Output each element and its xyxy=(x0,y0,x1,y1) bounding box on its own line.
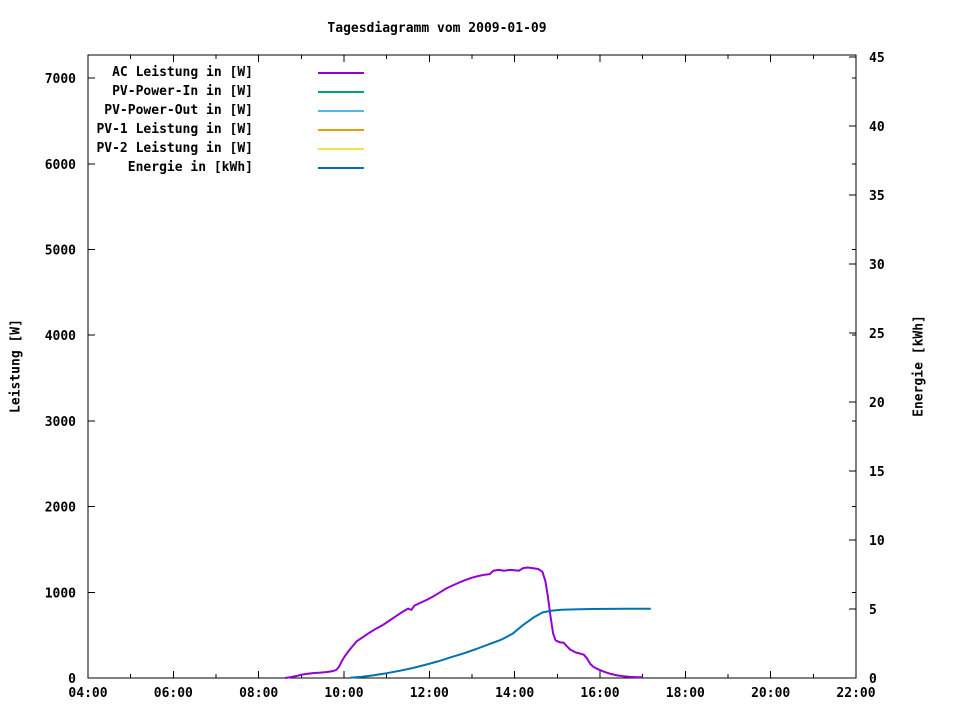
legend-line-sample xyxy=(318,128,364,131)
legend-label: PV-Power-In in [W] xyxy=(112,84,253,99)
legend: AC Leistung in [W] PV-Power-In in [W] PV… xyxy=(95,63,364,177)
y-axis-right-tick-label: 15 xyxy=(869,465,885,480)
legend-line-sample xyxy=(318,109,364,112)
x-axis-tick-label: 12:00 xyxy=(410,686,449,701)
y-axis-left-tick-label: 7000 xyxy=(45,72,76,87)
chart-title: Tagesdiagramm vom 2009-01-09 xyxy=(327,21,547,36)
legend-row-pv-power-in: PV-Power-In in [W] xyxy=(95,82,364,101)
y-axis-right-tick-label: 30 xyxy=(869,258,885,273)
y-axis-left-tick-label: 5000 xyxy=(45,244,76,259)
y-axis-right-tick-label: 20 xyxy=(869,396,885,411)
y-axis-right-tick-label: 45 xyxy=(869,51,885,66)
y-axis-right-tick-label: 35 xyxy=(869,189,885,204)
y-axis-right-tick-label: 25 xyxy=(869,327,885,342)
legend-line-sample xyxy=(318,147,364,150)
series-line-energie-in-kwh xyxy=(349,607,651,679)
y-axis-right-tick-label: 40 xyxy=(869,120,885,135)
legend-label: Energie in [kWh] xyxy=(127,160,253,175)
y-axis-left-tick-label: 3000 xyxy=(45,415,76,430)
x-axis-tick-label: 18:00 xyxy=(666,686,705,701)
x-axis-tick-label: 10:00 xyxy=(324,686,363,701)
y-axis-left-tick-label: 6000 xyxy=(45,158,76,173)
legend-line-sample xyxy=(318,166,364,169)
x-axis-tick-label: 08:00 xyxy=(239,686,278,701)
x-axis-tick-label: 06:00 xyxy=(154,686,193,701)
legend-label: PV-Power-Out in [W] xyxy=(104,103,253,118)
legend-label: AC Leistung in [W] xyxy=(112,65,253,80)
legend-row-pv1-leistung: PV-1 Leistung in [W] xyxy=(95,120,364,139)
y-axis-left-tick-label: 0 xyxy=(68,672,76,687)
y-axis-right-tick-label: 5 xyxy=(869,603,877,618)
x-axis-tick-label: 20:00 xyxy=(751,686,790,701)
legend-row-energie: Energie in [kWh] xyxy=(95,158,364,177)
legend-row-pv2-leistung: PV-2 Leistung in [W] xyxy=(95,139,364,158)
y-axis-right-tick-label: 10 xyxy=(869,534,885,549)
legend-line-sample xyxy=(318,90,364,93)
x-axis-tick-label: 16:00 xyxy=(580,686,619,701)
series-line-ac-leistung-in-w xyxy=(284,566,643,679)
legend-line-sample xyxy=(318,71,364,74)
y-axis-left-tick-label: 2000 xyxy=(45,501,76,516)
x-axis-tick-label: 14:00 xyxy=(495,686,534,701)
legend-label: PV-1 Leistung in [W] xyxy=(96,122,253,137)
y-axis-left-tick-label: 1000 xyxy=(45,586,76,601)
legend-row-ac-leistung: AC Leistung in [W] xyxy=(95,63,364,82)
x-axis-tick-label: 04:00 xyxy=(68,686,107,701)
y-axis-right-tick-label: 0 xyxy=(869,672,877,687)
x-axis-tick-label: 22:00 xyxy=(836,686,875,701)
legend-row-pv-power-out: PV-Power-Out in [W] xyxy=(95,101,364,120)
legend-label: PV-2 Leistung in [W] xyxy=(96,141,253,156)
y-axis-left-tick-label: 4000 xyxy=(45,329,76,344)
